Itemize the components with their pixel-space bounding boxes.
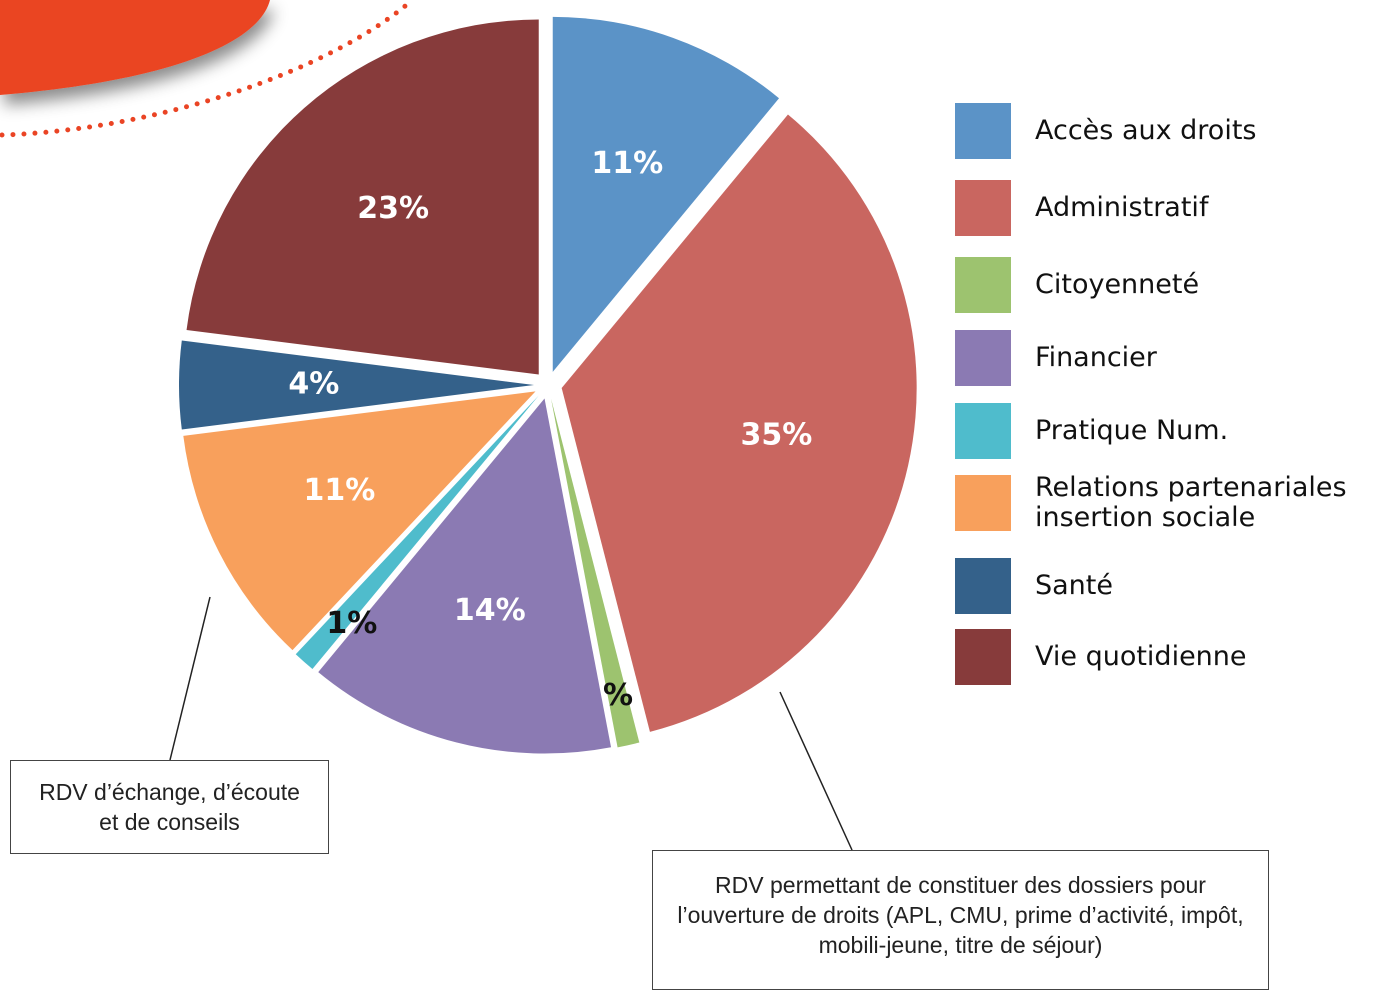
data-label: 11% xyxy=(591,146,663,181)
legend-item: Vie quotidienne xyxy=(955,629,1385,685)
pie-slice xyxy=(178,340,534,430)
legend-swatch xyxy=(955,330,1011,386)
legend-swatch xyxy=(955,257,1011,313)
legend-swatch xyxy=(955,475,1011,531)
pie-slice xyxy=(561,114,917,732)
legend-item: Administratif xyxy=(955,180,1385,236)
legend-label: Vie quotidienne xyxy=(1035,641,1247,672)
pie-slice xyxy=(551,398,640,748)
callout-line xyxy=(169,596,211,761)
legend-label: Pratique Num. xyxy=(1035,415,1229,446)
legend-swatch xyxy=(955,629,1011,685)
pie-slice xyxy=(295,395,539,670)
legend-item: Financier xyxy=(955,330,1385,386)
pie: 11%35%1%14%1%11%4%23% xyxy=(178,16,917,754)
pie-slice xyxy=(186,19,539,375)
legend-item: Relations partenariales insertion social… xyxy=(955,472,1385,533)
data-label: 1% xyxy=(326,606,377,641)
data-label: 4% xyxy=(288,367,339,402)
legend-label: Administratif xyxy=(1035,192,1209,223)
data-label: 14% xyxy=(454,593,526,628)
legend-item: Accès aux droits xyxy=(955,103,1385,159)
pie-slice xyxy=(318,398,612,754)
legend-swatch xyxy=(955,103,1011,159)
legend-label: Santé xyxy=(1035,570,1113,601)
legend-label: Financier xyxy=(1035,342,1157,373)
annotation: RDV permettant de constituer des dossier… xyxy=(652,850,1269,990)
legend-label: Citoyenneté xyxy=(1035,269,1200,300)
callout-line xyxy=(779,691,853,851)
legend-label: Accès aux droits xyxy=(1035,115,1257,146)
decor-dots xyxy=(0,0,413,138)
legend-item: Santé xyxy=(955,558,1385,614)
legend-swatch xyxy=(955,558,1011,614)
data-label: 11% xyxy=(304,473,376,508)
legend-swatch xyxy=(955,403,1011,459)
legend-item: Pratique Num. xyxy=(955,403,1385,459)
legend-swatch xyxy=(955,180,1011,236)
pie-slice xyxy=(183,391,536,651)
annotation: RDV d’échange, d’écoute et de conseils xyxy=(10,760,329,854)
pie-slice xyxy=(552,16,780,372)
legend-label: Relations partenariales insertion social… xyxy=(1035,472,1347,533)
decor-shape xyxy=(0,0,270,95)
data-label: 23% xyxy=(357,191,429,226)
data-label: 35% xyxy=(741,418,813,453)
legend-item: Citoyenneté xyxy=(955,257,1385,313)
